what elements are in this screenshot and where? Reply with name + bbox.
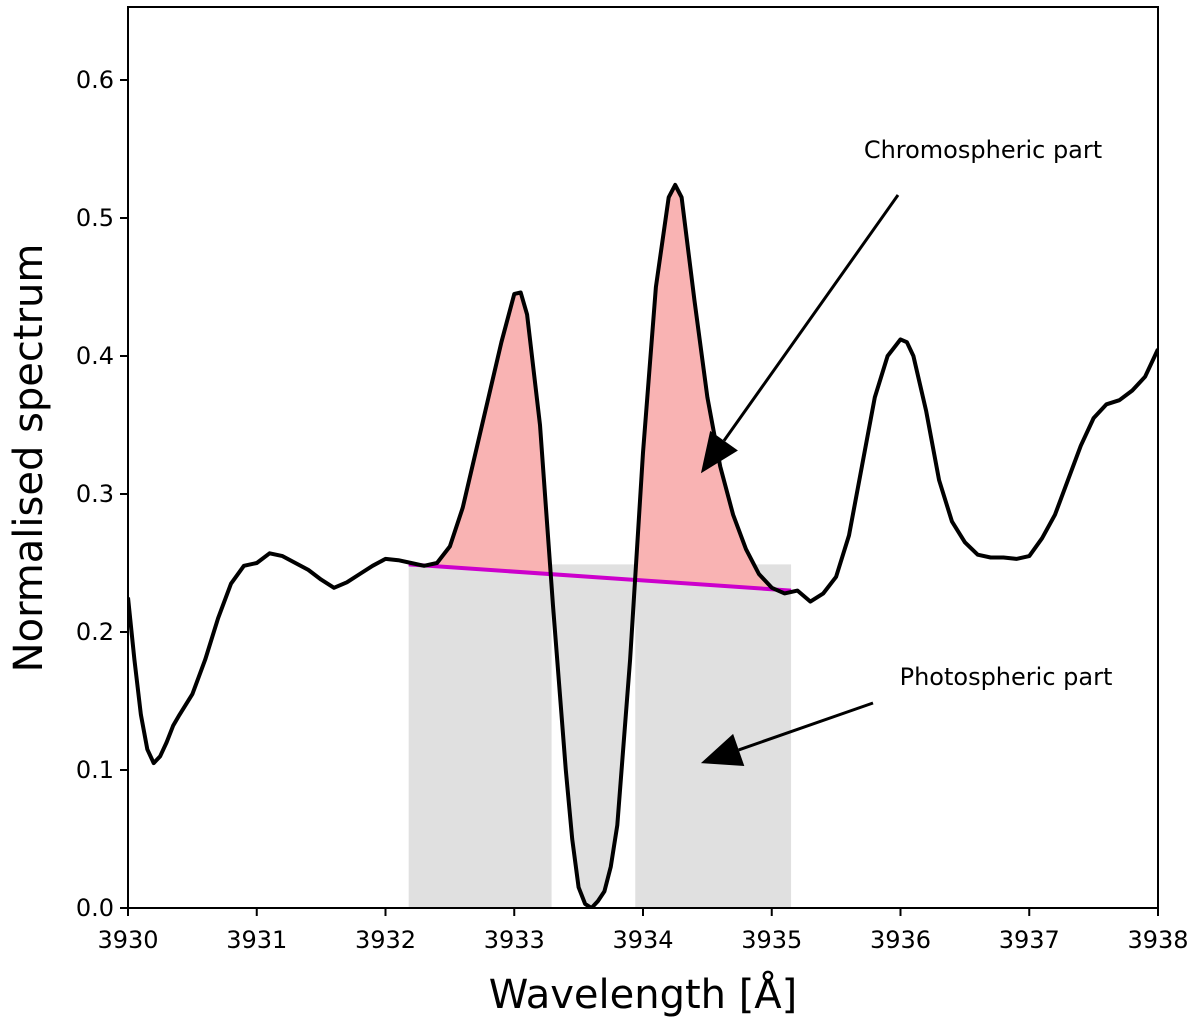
x-tick-label: 3932 xyxy=(355,926,416,954)
y-tick-label: 0.2 xyxy=(76,618,114,646)
x-tick-label: 3931 xyxy=(226,926,287,954)
photospheric-region xyxy=(408,564,792,908)
x-tick-label: 3935 xyxy=(741,926,802,954)
x-tick-label: 3936 xyxy=(870,926,931,954)
y-tick-label: 0.6 xyxy=(76,66,114,94)
spectrum-line xyxy=(128,182,1158,908)
y-axis-label: Normalised spectrum xyxy=(6,244,52,673)
x-tick-label: 3938 xyxy=(1127,926,1188,954)
y-tick-label: 0.5 xyxy=(76,204,114,232)
annotation-label-2: Photospheric part xyxy=(900,663,1113,691)
annotation-arrow-shaft-2 xyxy=(738,701,874,752)
x-tick-label: 3934 xyxy=(612,926,673,954)
x-tick-label: 3937 xyxy=(999,926,1060,954)
annotation-arrow-head-2 xyxy=(700,733,745,766)
annotation-arrow-shaft-1 xyxy=(722,194,900,442)
x-tick-label: 3930 xyxy=(97,926,158,954)
absorption-core xyxy=(551,576,636,908)
x-axis-label: Wavelength [Å] xyxy=(489,970,798,1018)
y-tick-label: 0.0 xyxy=(76,894,114,922)
annotation-label-1: Chromospheric part xyxy=(864,136,1102,164)
continuum-line xyxy=(408,562,792,593)
chromospheric-fill-2 xyxy=(425,292,551,575)
y-tick-label: 0.3 xyxy=(76,480,114,508)
y-tick-label: 0.4 xyxy=(76,342,114,370)
y-tick-label: 0.1 xyxy=(76,756,114,784)
x-tick-label: 3933 xyxy=(484,926,545,954)
annotation-arrow-head-1 xyxy=(700,430,738,474)
